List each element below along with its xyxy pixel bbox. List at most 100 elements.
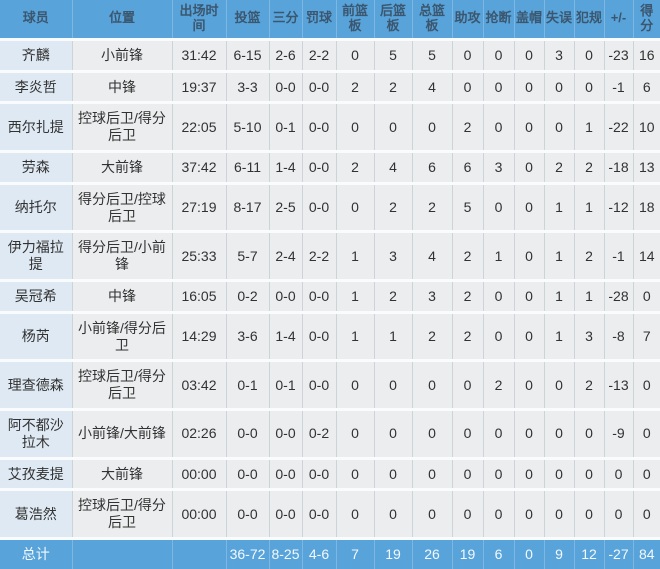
column-header-tov: 失误 xyxy=(544,0,575,41)
cell-pf: 2 xyxy=(574,231,605,283)
cell-plusminus: 0 xyxy=(604,458,634,492)
cell-dreb: 3 xyxy=(374,231,413,283)
cell-plusminus: -12 xyxy=(604,183,634,234)
cell-ft: 0-0 xyxy=(302,71,337,105)
total-cell-minutes xyxy=(172,538,227,569)
cell-fg: 5-7 xyxy=(226,231,270,283)
column-header-oreb: 前篮板 xyxy=(336,0,375,41)
cell-treb: 4 xyxy=(412,231,453,283)
total-cell-plusminus: -27 xyxy=(604,538,634,569)
cell-minutes: 27:19 xyxy=(172,183,227,234)
cell-blk: 0 xyxy=(514,458,545,492)
cell-stl: 0 xyxy=(483,102,515,154)
cell-pts: 18 xyxy=(633,183,660,234)
cell-stl: 3 xyxy=(483,151,515,185)
table-row: 艾孜麦提 大前锋 00:00 0-0 0-0 0-0 0 0 0 0 0 0 0 0 0 0 xyxy=(0,458,660,492)
cell-ast: 2 xyxy=(452,280,484,314)
cell-oreb: 0 xyxy=(336,409,375,460)
cell-treb: 0 xyxy=(412,489,453,541)
cell-fg: 3-3 xyxy=(226,71,270,105)
cell-blk: 0 xyxy=(514,489,545,541)
total-cell-treb: 26 xyxy=(412,538,453,569)
column-header-blk: 盖帽 xyxy=(514,0,545,41)
cell-ast: 0 xyxy=(452,39,484,73)
cell-pts: 0 xyxy=(633,489,660,541)
table-row: 西尔扎提 控球后卫/得分后卫 22:05 5-10 0-1 0-0 0 0 0 2 0 0 0 1 -22 1… xyxy=(0,102,660,154)
cell-pf: 1 xyxy=(574,183,605,234)
column-header-fg: 投篮 xyxy=(226,0,270,41)
cell-stl: 1 xyxy=(483,231,515,283)
cell-player: 杨芮 xyxy=(0,312,73,363)
cell-oreb: 0 xyxy=(336,102,375,154)
cell-ast: 0 xyxy=(452,409,484,460)
cell-dreb: 5 xyxy=(374,39,413,73)
column-header-pf: 犯规 xyxy=(574,0,605,41)
cell-tov: 0 xyxy=(544,458,575,492)
cell-pf: 0 xyxy=(574,458,605,492)
cell-ft: 0-0 xyxy=(302,280,337,314)
cell-player: 李炎哲 xyxy=(0,71,73,105)
total-cell-position xyxy=(72,538,173,569)
column-header-pts: 得分 xyxy=(633,0,660,41)
cell-oreb: 1 xyxy=(336,280,375,314)
cell-minutes: 16:05 xyxy=(172,280,227,314)
cell-three: 1-4 xyxy=(269,312,303,363)
cell-tov: 1 xyxy=(544,183,575,234)
cell-ft: 0-0 xyxy=(302,102,337,154)
cell-player: 伊力福拉提 xyxy=(0,231,73,283)
table-row: 阿不都沙拉木 小前锋/大前锋 02:26 0-0 0-0 0-2 0 0 0 0 0 0 0 0 -9 0 xyxy=(0,409,660,460)
column-header-minutes: 出场时间 xyxy=(172,0,227,41)
cell-ast: 0 xyxy=(452,71,484,105)
cell-position: 控球后卫/得分后卫 xyxy=(72,102,173,154)
cell-pf: 2 xyxy=(574,360,605,412)
cell-fg: 5-10 xyxy=(226,102,270,154)
cell-blk: 0 xyxy=(514,102,545,154)
cell-blk: 0 xyxy=(514,409,545,460)
cell-plusminus: -28 xyxy=(604,280,634,314)
cell-tov: 0 xyxy=(544,71,575,105)
cell-ft: 2-2 xyxy=(302,39,337,73)
cell-three: 0-1 xyxy=(269,102,303,154)
cell-dreb: 2 xyxy=(374,71,413,105)
cell-dreb: 0 xyxy=(374,102,413,154)
cell-player: 纳托尔 xyxy=(0,183,73,234)
cell-oreb: 0 xyxy=(336,360,375,412)
cell-ft: 0-0 xyxy=(302,312,337,363)
cell-tov: 0 xyxy=(544,409,575,460)
table-row: 齐麟 小前锋 31:42 6-15 2-6 2-2 0 5 5 0 0 0 3 0 -23 16 xyxy=(0,39,660,73)
cell-blk: 0 xyxy=(514,183,545,234)
cell-position: 小前锋/得分后卫 xyxy=(72,312,173,363)
cell-three: 0-0 xyxy=(269,409,303,460)
cell-ft: 0-0 xyxy=(302,489,337,541)
cell-pts: 13 xyxy=(633,151,660,185)
cell-treb: 2 xyxy=(412,183,453,234)
table-row: 理查德森 控球后卫/得分后卫 03:42 0-1 0-1 0-0 0 0 0 0 2 0 0 2 -13 0 xyxy=(0,360,660,412)
cell-treb: 3 xyxy=(412,280,453,314)
cell-tov: 0 xyxy=(544,360,575,412)
cell-player: 西尔扎提 xyxy=(0,102,73,154)
cell-oreb: 0 xyxy=(336,489,375,541)
cell-position: 小前锋/大前锋 xyxy=(72,409,173,460)
table-header: 球员 位置 出场时间 投篮 三分 罚球 前篮板 后篮板 总篮板 助攻 抢断 盖帽 失误 犯规 +/- 得分 xyxy=(0,0,660,41)
cell-fg: 0-1 xyxy=(226,360,270,412)
table-row: 劳森 大前锋 37:42 6-11 1-4 0-0 2 4 6 6 3 0 2 2 -18 13 xyxy=(0,151,660,185)
cell-dreb: 2 xyxy=(374,280,413,314)
cell-stl: 0 xyxy=(483,280,515,314)
cell-position: 控球后卫/得分后卫 xyxy=(72,360,173,412)
cell-player: 劳森 xyxy=(0,151,73,185)
cell-player: 齐麟 xyxy=(0,39,73,73)
cell-minutes: 37:42 xyxy=(172,151,227,185)
cell-oreb: 0 xyxy=(336,183,375,234)
cell-stl: 0 xyxy=(483,183,515,234)
cell-minutes: 00:00 xyxy=(172,458,227,492)
cell-tov: 0 xyxy=(544,489,575,541)
cell-position: 小前锋 xyxy=(72,39,173,73)
cell-minutes: 25:33 xyxy=(172,231,227,283)
cell-stl: 2 xyxy=(483,360,515,412)
cell-three: 1-4 xyxy=(269,151,303,185)
total-cell-player: 总计 xyxy=(0,538,73,569)
cell-treb: 0 xyxy=(412,409,453,460)
cell-pts: 16 xyxy=(633,39,660,73)
cell-stl: 0 xyxy=(483,489,515,541)
cell-player: 葛浩然 xyxy=(0,489,73,541)
